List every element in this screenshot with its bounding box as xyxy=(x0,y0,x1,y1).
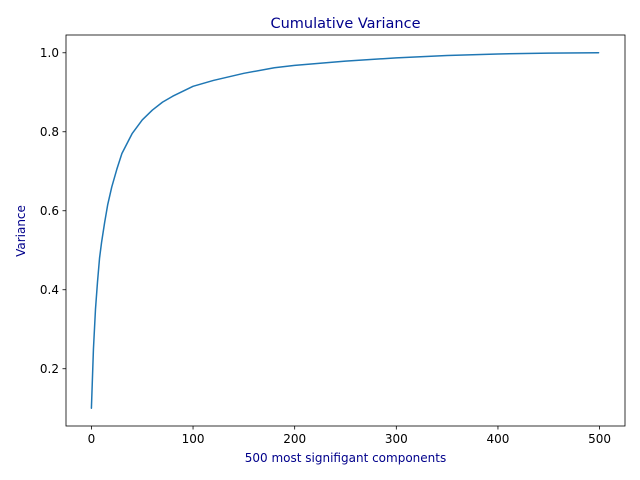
x-axis-title: 500 most signifigant components xyxy=(245,451,446,465)
plot-area: 0 100 200 300 400 500 0.2 0.4 0.6 0.8 1.0 xyxy=(40,34,626,446)
y-tick-label: 1.0 xyxy=(40,46,59,60)
x-tick-label: 200 xyxy=(283,432,306,446)
y-tick-label: 0.8 xyxy=(40,125,59,139)
axes-frame xyxy=(65,34,626,427)
y-tick-label: 0.4 xyxy=(40,283,59,297)
x-tick-label: 300 xyxy=(385,432,408,446)
y-axis-title: Variance xyxy=(14,205,28,257)
x-tick-label: 500 xyxy=(588,432,611,446)
chart-title: Cumulative Variance xyxy=(270,16,420,32)
x-tick-label: 400 xyxy=(487,432,510,446)
y-tick-label: 0.2 xyxy=(40,362,59,376)
y-tick-label: 0.6 xyxy=(40,204,59,218)
x-tick-label: 100 xyxy=(182,432,205,446)
x-tick-label: 0 xyxy=(88,432,96,446)
series-line-0 xyxy=(90,52,600,409)
